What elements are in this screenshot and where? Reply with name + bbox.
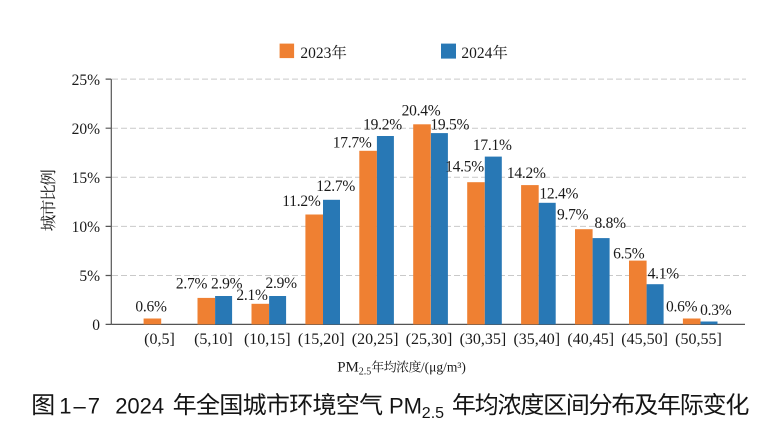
svg-text:(30,35]: (30,35] [460, 331, 507, 348]
svg-text:(5,10]: (5,10] [194, 331, 233, 348]
svg-text:17.7%: 17.7% [333, 134, 372, 151]
svg-text:2.9%: 2.9% [266, 275, 298, 292]
svg-text:2.9%: 2.9% [211, 275, 243, 292]
svg-text:0.6%: 0.6% [666, 298, 698, 315]
svg-text:(15,20]: (15,20] [298, 331, 345, 348]
svg-text:/(μg/m³): /(μg/m³) [421, 360, 466, 375]
svg-text:(35,40]: (35,40] [513, 331, 560, 348]
svg-text:2.7%: 2.7% [176, 275, 208, 292]
svg-text:12.7%: 12.7% [316, 178, 355, 195]
svg-text:0: 0 [92, 317, 100, 334]
svg-text:20.4%: 20.4% [402, 103, 441, 120]
svg-text:15%: 15% [72, 170, 101, 187]
svg-text:11.2%: 11.2% [282, 193, 321, 210]
svg-text:14.5%: 14.5% [445, 158, 484, 175]
svg-text:2023: 2023 [300, 45, 331, 62]
svg-text:(20,25]: (20,25] [352, 331, 399, 348]
svg-text:2.5: 2.5 [359, 367, 372, 378]
svg-text:PM: PM [389, 394, 422, 419]
svg-text:(25,30]: (25,30] [406, 331, 453, 348]
svg-text:12.4%: 12.4% [539, 185, 578, 202]
svg-text:25%: 25% [72, 72, 101, 89]
svg-text:(50,55]: (50,55] [675, 331, 722, 348]
svg-text:19.5%: 19.5% [430, 116, 469, 133]
svg-text:17.1%: 17.1% [473, 137, 512, 154]
svg-text:6.5%: 6.5% [613, 245, 645, 262]
svg-text:(10,15]: (10,15] [244, 331, 291, 348]
svg-text:2024: 2024 [115, 394, 164, 419]
svg-text:2.5: 2.5 [422, 405, 444, 422]
svg-text:10%: 10% [72, 219, 101, 236]
svg-text:9.7%: 9.7% [557, 207, 589, 224]
svg-text:(40,45]: (40,45] [567, 331, 614, 348]
svg-text:2.1%: 2.1% [236, 287, 268, 304]
svg-text:0.6%: 0.6% [135, 299, 167, 316]
svg-text:PM: PM [337, 360, 359, 376]
svg-text:2024: 2024 [461, 45, 492, 62]
svg-text:1–7: 1–7 [59, 394, 102, 419]
svg-text:4.1%: 4.1% [648, 265, 680, 282]
svg-text:19.2%: 19.2% [363, 117, 402, 134]
svg-text:0.3%: 0.3% [700, 302, 732, 319]
svg-text:(45,50]: (45,50] [621, 331, 668, 348]
svg-text:5%: 5% [79, 268, 100, 285]
svg-text:(0,5]: (0,5] [144, 331, 175, 348]
svg-text:20%: 20% [72, 121, 101, 138]
svg-text:8.8%: 8.8% [594, 215, 626, 232]
svg-text:14.2%: 14.2% [507, 165, 546, 182]
